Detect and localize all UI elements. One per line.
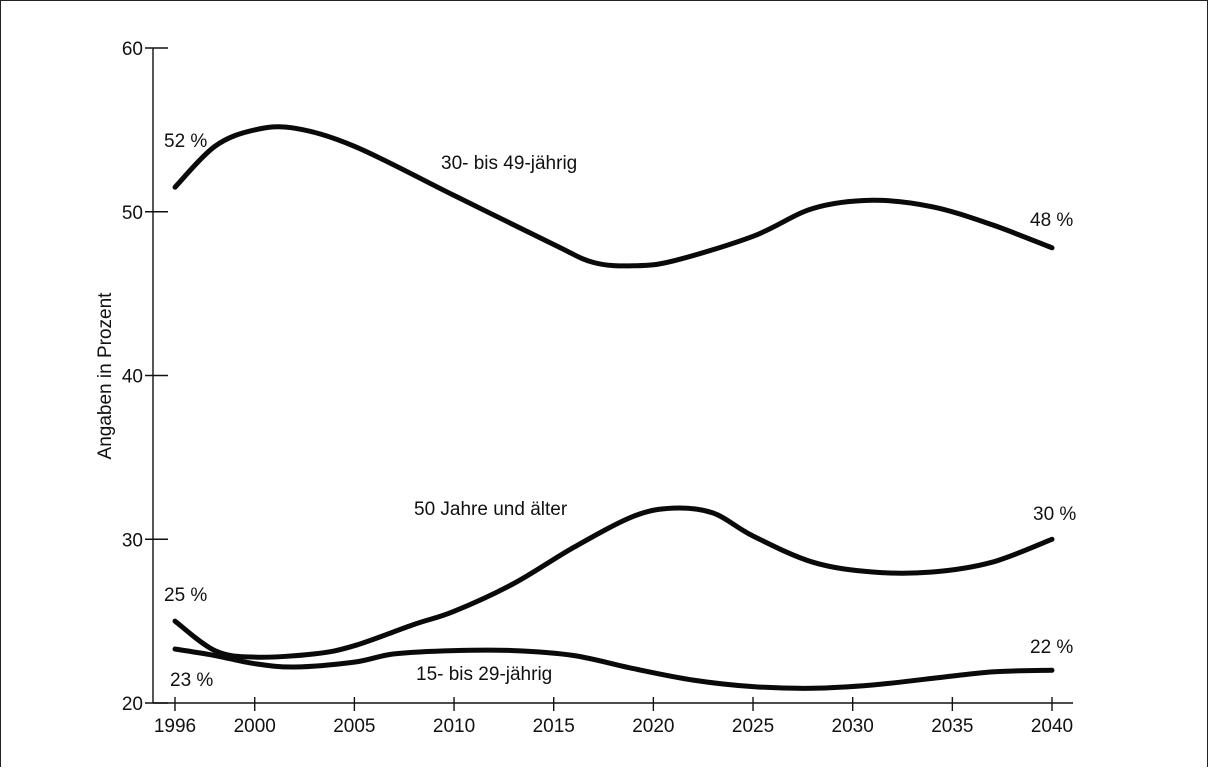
series-name-label-3: 15- bis 29-jährig <box>416 664 552 685</box>
x-tick-label-2020: 2020 <box>632 716 674 737</box>
series-labels: 30- bis 49-jährig 52 % 48 % 50 Jahre und äl… <box>164 131 1076 691</box>
series-end-value-1: 48 % <box>1030 210 1073 231</box>
y-axis-label: Angaben in Prozent <box>95 292 116 460</box>
series-name-label-2: 50 Jahre und älter <box>414 499 568 520</box>
x-tick-label-2030: 2030 <box>832 716 874 737</box>
x-tick-label-2025: 2025 <box>732 716 774 737</box>
series-group <box>172 124 1055 691</box>
series-start-value-1: 52 % <box>164 131 207 152</box>
series-end-value-2: 30 % <box>1033 504 1076 525</box>
x-tick-label-2015: 2015 <box>533 716 575 737</box>
y-tick-label-20: 20 <box>122 694 143 715</box>
series-line-3 <box>172 646 1055 691</box>
y-tick-label-30: 30 <box>122 530 143 551</box>
x-tick-label-2005: 2005 <box>333 716 375 737</box>
series-line-2 <box>172 505 1055 660</box>
x-tick-label-2000: 2000 <box>234 716 276 737</box>
y-tick-label-40: 40 <box>122 367 143 388</box>
x-tick-label-1996: 1996 <box>154 716 196 737</box>
series-end-value-3: 22 % <box>1030 637 1073 658</box>
y-tick-label-60: 60 <box>122 39 143 60</box>
series-name-label-1: 30- bis 49-jährig <box>441 153 577 174</box>
x-tick-label-2010: 2010 <box>433 716 475 737</box>
series-start-value-3: 23 % <box>170 670 213 691</box>
y-tick-label-50: 50 <box>122 203 143 224</box>
series-line-1 <box>172 124 1055 269</box>
series-start-value-2: 25 % <box>164 585 207 606</box>
x-tick-label-2040: 2040 <box>1031 716 1073 737</box>
x-tick-label-2035: 2035 <box>931 716 973 737</box>
